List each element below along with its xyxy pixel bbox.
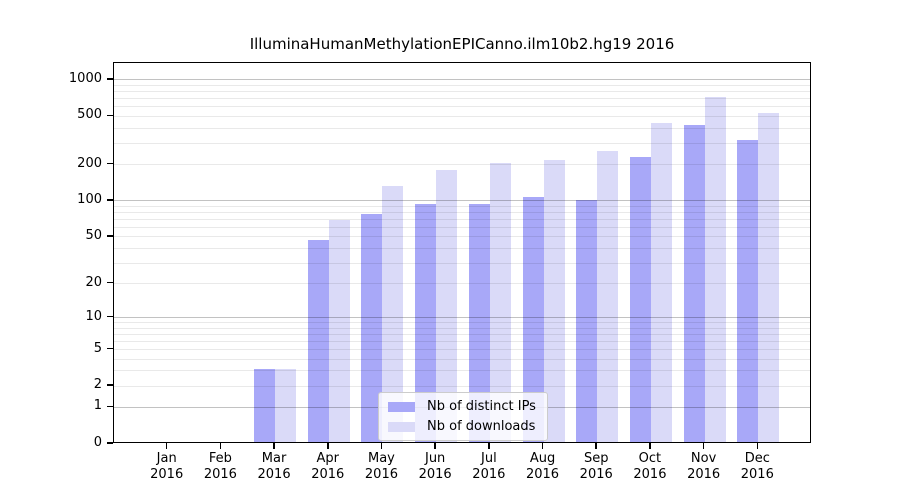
x-tick-label: Dec 2016 [740, 451, 774, 482]
x-tick-label: Nov 2016 [687, 451, 721, 482]
legend-label-downloads: Nb of downloads [427, 419, 536, 434]
bar-distinct-ips-sep-2016 [576, 199, 598, 442]
bar-downloads-mar-2016 [275, 368, 297, 442]
x-tick-mark [702, 443, 705, 449]
y-tick-mark [107, 114, 113, 117]
y-tick-label: 10 [85, 308, 102, 324]
bar-downloads-jul-2016 [489, 163, 511, 442]
legend-row-distinct-ips: Nb of distinct IPs [388, 399, 538, 414]
x-tick-label: Apr 2016 [311, 451, 345, 482]
y-tick-label: 50 [85, 227, 102, 243]
plot-area: Nb of distinct IPs Nb of downloads [113, 62, 811, 443]
y-tick-mark [107, 442, 113, 444]
x-tick-label: Oct 2016 [633, 451, 667, 482]
y-tick-mark [107, 347, 113, 350]
x-tick-mark [380, 443, 383, 449]
x-tick-label: Jul 2016 [472, 451, 506, 482]
x-tick-label: Sep 2016 [579, 451, 613, 482]
bar-distinct-ips-oct-2016 [629, 157, 651, 442]
bar-downloads-oct-2016 [650, 122, 672, 442]
y-tick-label: 1 [93, 398, 102, 414]
bar-downloads-dec-2016 [758, 112, 780, 442]
bar-distinct-ips-nov-2016 [683, 124, 705, 442]
y-tick-label: 100 [77, 191, 102, 207]
bar-distinct-ips-aug-2016 [522, 196, 544, 442]
y-tick-label: 2 [93, 377, 102, 393]
bar-distinct-ips-mar-2016 [254, 368, 276, 442]
chart-title: IlluminaHumanMethylationEPICanno.ilm10b2… [249, 35, 675, 53]
x-tick-label: May 2016 [364, 451, 398, 482]
x-tick-label: Jun 2016 [418, 451, 452, 482]
bar-distinct-ips-dec-2016 [737, 140, 759, 442]
x-tick-mark [219, 443, 222, 449]
legend-row-downloads: Nb of downloads [388, 419, 538, 434]
legend-label-distinct-ips: Nb of distinct IPs [427, 399, 536, 414]
bars-layer [114, 63, 810, 442]
y-tick-mark [107, 281, 113, 284]
y-tick-label: 1000 [68, 70, 102, 86]
x-tick-label: Aug 2016 [525, 451, 560, 482]
bar-distinct-ips-jun-2016 [415, 204, 437, 442]
x-tick-mark [541, 443, 544, 449]
x-tick-mark [434, 443, 436, 449]
y-tick-mark [107, 315, 113, 318]
y-tick-mark [107, 405, 113, 408]
bar-distinct-ips-may-2016 [361, 213, 383, 442]
x-tick-mark [165, 443, 168, 449]
x-tick-mark [488, 443, 490, 449]
x-tick-mark [756, 443, 759, 449]
x-tick-mark [273, 443, 275, 449]
bar-downloads-aug-2016 [543, 160, 565, 442]
y-tick-label: 20 [85, 274, 102, 290]
legend: Nb of distinct IPs Nb of downloads [378, 392, 548, 441]
y-tick-label: 200 [77, 155, 102, 171]
bar-distinct-ips-jul-2016 [468, 204, 490, 442]
bar-downloads-sep-2016 [597, 151, 619, 442]
x-tick-mark [595, 443, 597, 449]
x-tick-mark [327, 443, 329, 449]
legend-swatch-distinct-ips [388, 401, 415, 412]
y-tick-label: 5 [93, 340, 102, 356]
y-tick-label: 500 [77, 107, 102, 123]
y-tick-mark [107, 235, 113, 237]
x-tick-label: Jan 2016 [150, 451, 184, 482]
y-tick-mark [107, 162, 113, 165]
x-tick-label: Mar 2016 [257, 451, 291, 482]
y-tick-label: 0 [93, 435, 102, 450]
legend-swatch-downloads [388, 421, 415, 432]
bar-downloads-nov-2016 [704, 96, 726, 442]
y-tick-mark [107, 199, 113, 201]
bar-downloads-jun-2016 [436, 170, 458, 442]
bar-downloads-may-2016 [382, 185, 404, 442]
bar-distinct-ips-apr-2016 [307, 240, 329, 442]
y-tick-mark [107, 78, 113, 80]
x-tick-label: Feb 2016 [203, 451, 237, 482]
x-tick-mark [649, 443, 651, 449]
bar-downloads-apr-2016 [328, 219, 350, 442]
y-tick-mark [107, 384, 113, 386]
